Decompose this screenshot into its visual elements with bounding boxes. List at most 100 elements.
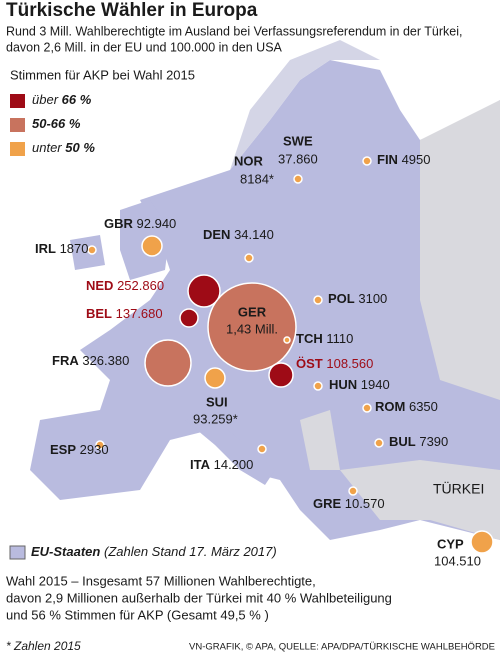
marker-value: 326.380 <box>82 353 129 368</box>
marker-circle <box>362 156 372 166</box>
marker-code: POL <box>328 291 355 306</box>
marker-code: ESP <box>50 442 76 457</box>
eu-legend: EU-Staaten (Zahlen Stand 17. März 2017) <box>31 544 277 559</box>
norway <box>230 40 380 170</box>
legend-title: Stimmen für AKP bei Wahl 2015 <box>10 67 195 82</box>
country-label: TÜRKEI <box>433 480 484 497</box>
marker-code: SWE <box>283 133 313 148</box>
marker-code: ROM <box>375 399 405 414</box>
italy <box>185 415 275 485</box>
marker-code: CYP <box>437 536 464 551</box>
footnote: * Zahlen 2015 <box>6 639 81 653</box>
marker-label: ROM 6350 <box>375 399 438 414</box>
marker-value: 8184* <box>240 171 274 186</box>
ireland <box>70 235 105 270</box>
marker-value: 1110 <box>326 331 353 346</box>
marker-value: 92.940 <box>137 216 177 231</box>
marker-circle <box>374 438 384 448</box>
marker-value: 104.510 <box>434 553 481 568</box>
marker-label: TCH 1110 <box>296 331 353 346</box>
marker-value: 7390 <box>419 434 448 449</box>
marker-circle <box>362 403 372 413</box>
marker-value: 3100 <box>358 291 387 306</box>
marker-value: 1,43 Mill. <box>226 321 278 336</box>
marker-value: 93.259* <box>193 411 238 426</box>
subtitle: davon 2,6 Mill. in der EU und 100.000 in… <box>6 40 283 54</box>
marker-label: HUN 1940 <box>329 377 390 392</box>
footer-line: Wahl 2015 – Insgesamt 57 Millionen Wahlb… <box>6 573 316 588</box>
marker-code: BUL <box>389 434 416 449</box>
marker-code: FIN <box>377 152 398 167</box>
marker-value: 34.140 <box>234 227 274 242</box>
marker-code: TCH <box>296 331 323 346</box>
legend-swatch <box>10 142 25 156</box>
marker-code: BEL <box>86 306 112 321</box>
marker-circle <box>313 295 323 305</box>
turkey <box>340 460 500 540</box>
marker-label: ÖST 108.560 <box>296 356 373 371</box>
credit: VN-GRAFIK, © APA, QUELLE: APA/DPA/TÜRKIS… <box>189 642 495 653</box>
marker-label: BUL 7390 <box>389 434 448 449</box>
legend-swatch <box>10 94 25 108</box>
marker-code: FRA <box>52 353 79 368</box>
marker-value: 10.570 <box>345 496 385 511</box>
marker-circle <box>244 253 254 263</box>
marker-value: 108.560 <box>326 356 373 371</box>
marker-code: IRL <box>35 241 56 256</box>
marker-label: NED 252.860 <box>86 278 164 293</box>
marker-code: SUI <box>206 394 228 409</box>
marker-label: FRA 326.380 <box>52 353 129 368</box>
subtitle: Rund 3 Mill. Wahlberechtigte im Ausland … <box>6 24 462 38</box>
legend-label: 50 % <box>65 140 95 155</box>
marker-value: 252.860 <box>117 278 164 293</box>
marker-value: 14.200 <box>214 457 254 472</box>
marker-label: ITA 14.200 <box>190 457 253 472</box>
marker-circle <box>95 440 105 450</box>
marker-code: NOR <box>234 153 264 168</box>
title: Türkische Wähler in Europa <box>6 0 258 21</box>
eu-swatch <box>9 545 26 560</box>
marker-circle <box>144 339 192 387</box>
footer-line: und 56 % Stimmen für AKP (Gesamt 49,5 % … <box>6 607 269 622</box>
marker-label: GRE 10.570 <box>313 496 385 511</box>
marker-circle <box>204 367 226 389</box>
legend-swatch <box>10 118 25 132</box>
marker-value: 37.860 <box>278 151 318 166</box>
marker-code: GBR <box>104 216 134 231</box>
marker-value: 6350 <box>409 399 438 414</box>
marker-circle <box>348 486 358 496</box>
legend-item: über 66 % <box>32 92 92 107</box>
marker-label: FIN 4950 <box>377 152 431 167</box>
marker-circle <box>141 235 163 257</box>
legend-item: 50-66 % <box>32 116 81 131</box>
legend-prefix: über <box>32 92 59 107</box>
marker-label: POL 3100 <box>328 291 387 306</box>
marker-circle <box>179 308 199 328</box>
marker-circle <box>87 245 97 255</box>
marker-circle <box>293 174 303 184</box>
eu-note: (Zahlen Stand 17. März 2017) <box>104 544 277 559</box>
legend-label: 66 % <box>62 92 92 107</box>
marker-code: ÖST <box>296 356 323 371</box>
marker-label: IRL 1870 <box>35 241 89 256</box>
marker-label: BEL 137.680 <box>86 306 163 321</box>
legend-label: 50-66 % <box>32 116 81 131</box>
balkans <box>300 410 340 470</box>
marker-circle <box>470 530 494 554</box>
marker-code: HUN <box>329 377 357 392</box>
non-eu-east <box>420 100 500 400</box>
eu-label: EU-Staaten <box>31 544 100 559</box>
marker-value: 2930 <box>80 442 109 457</box>
marker-circle <box>283 336 291 344</box>
marker-code: GRE <box>313 496 342 511</box>
marker-circle <box>313 381 323 391</box>
marker-label: GBR 92.940 <box>104 216 176 231</box>
marker-code: ITA <box>190 457 211 472</box>
marker-value: 137.680 <box>116 306 163 321</box>
legend-item: unter 50 % <box>32 140 95 155</box>
marker-circle <box>257 444 267 454</box>
legend-prefix: unter <box>32 140 62 155</box>
marker-circle <box>268 362 294 388</box>
footer-line: davon 2,9 Millionen außerhalb der Türkei… <box>6 590 392 605</box>
